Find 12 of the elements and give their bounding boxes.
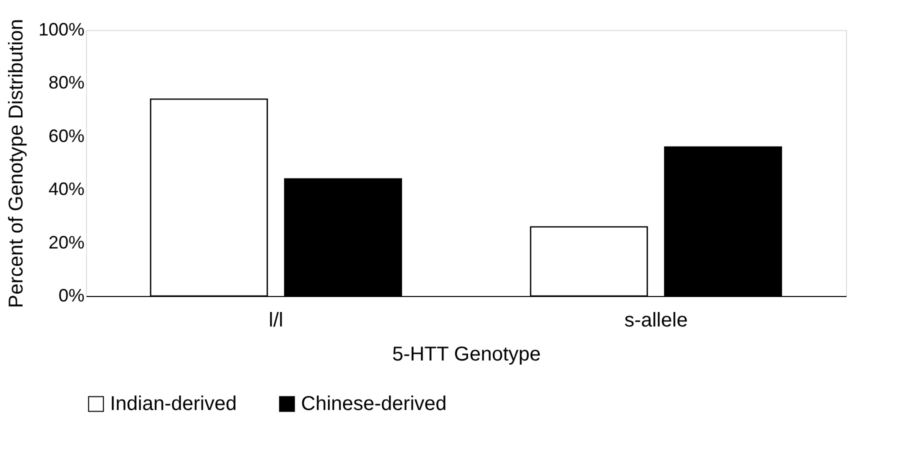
y-tick-label: 60% [48,126,84,146]
y-tick-label: 100% [38,20,84,40]
y-axis-title: Percent of Genotype Distribution [5,18,28,308]
y-tick-label: 0% [58,286,84,306]
y-tick-label: 20% [48,232,84,252]
legend-label: Chinese-derived [301,393,447,415]
y-tick-label: 80% [48,72,84,93]
x-axis-title: 5-HTT Genotype [392,344,541,366]
x-tick-label: s-allele [624,310,688,332]
legend-label: Indian-derived [110,393,237,415]
x-tick-label: l/l [268,310,284,332]
y-tick-label: 40% [48,179,84,200]
